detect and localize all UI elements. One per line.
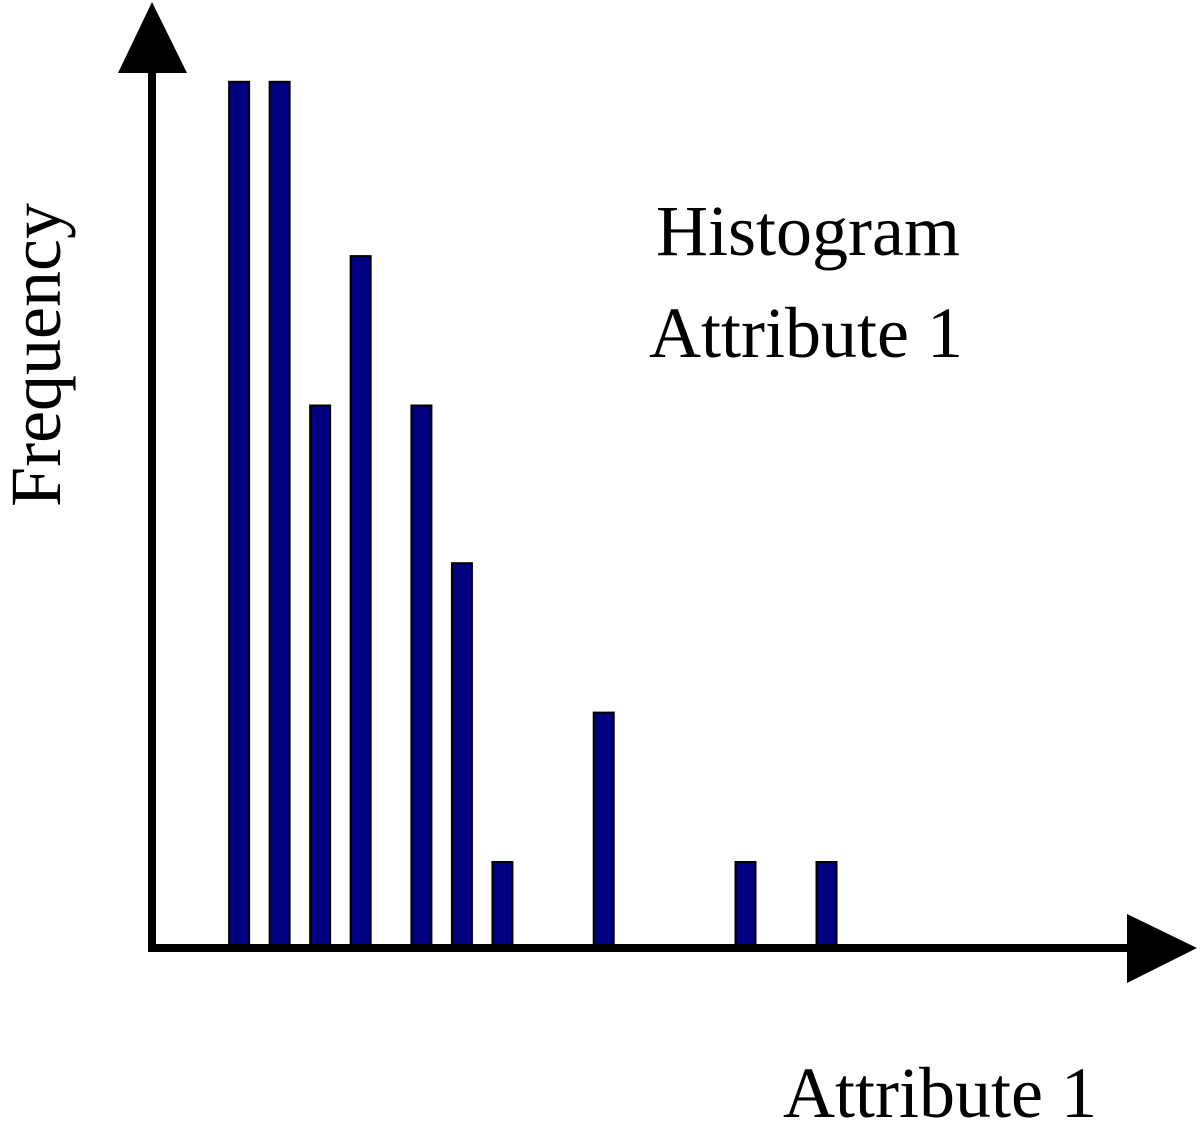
bar bbox=[410, 404, 433, 946]
x-axis-arrow bbox=[1127, 914, 1197, 983]
y-axis-arrow bbox=[118, 2, 187, 73]
bar bbox=[491, 861, 514, 946]
bar bbox=[268, 80, 291, 947]
bar bbox=[734, 861, 757, 946]
x-axis-label: Attribute 1 bbox=[783, 1053, 1097, 1122]
bar bbox=[815, 861, 838, 946]
bar bbox=[228, 80, 251, 947]
y-axis-label: Frequency bbox=[0, 203, 76, 507]
bar bbox=[592, 711, 615, 946]
chart-title: Histogram bbox=[656, 191, 960, 271]
bar bbox=[349, 255, 372, 947]
bar bbox=[450, 562, 473, 946]
bar bbox=[309, 404, 332, 946]
chart-subtitle: Attribute 1 bbox=[649, 293, 963, 373]
